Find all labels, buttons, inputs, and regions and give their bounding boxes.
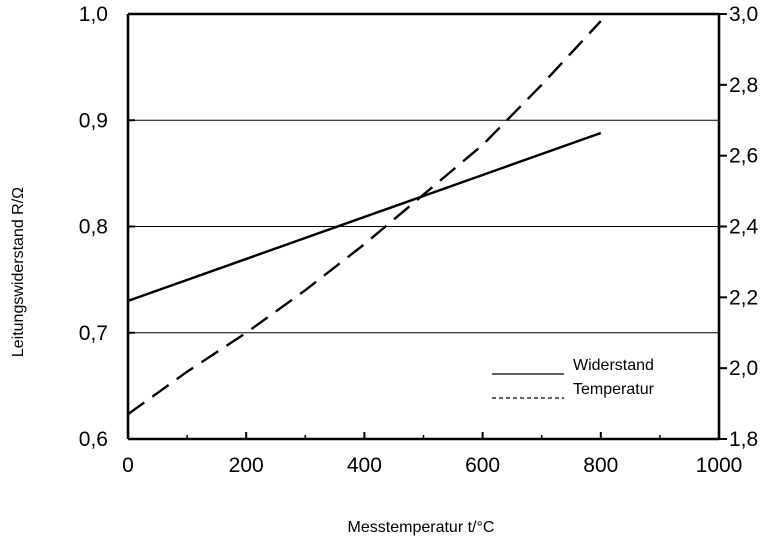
y-right-tick-label: 2,6 bbox=[729, 145, 758, 168]
x-axis-title: Messtemperatur t/°C bbox=[348, 519, 495, 536]
x-tick-label: 400 bbox=[347, 454, 382, 477]
legend-label-temperatur: Temperatur bbox=[573, 381, 655, 398]
grid-lines bbox=[128, 119, 719, 334]
y-left-tick-label: 0,8 bbox=[79, 216, 108, 239]
legend: Widerstand Temperatur bbox=[492, 357, 655, 399]
y-right-tick-label: 2,0 bbox=[729, 357, 758, 380]
x-tick-label: 600 bbox=[465, 454, 500, 477]
legend-label-widerstand: Widerstand bbox=[573, 357, 654, 374]
series-lines bbox=[127, 20, 602, 416]
y-right-tick-label: 2,4 bbox=[729, 216, 759, 239]
y-right-tick-label: 1,8 bbox=[729, 428, 758, 451]
x-tick-label: 200 bbox=[229, 454, 264, 477]
y-left-tick-label: 0,7 bbox=[79, 322, 108, 345]
series-line-widerstand bbox=[127, 131, 602, 303]
y-left-tick-label: 1,0 bbox=[79, 3, 108, 26]
y-axis-title: Leitungswiderstand R/Ω bbox=[10, 187, 27, 357]
y-left-tick-label: 0,9 bbox=[79, 109, 108, 132]
axis-ticks bbox=[127, 13, 727, 440]
x-tick-label: 0 bbox=[122, 454, 134, 477]
y-right-tick-label: 2,8 bbox=[729, 74, 758, 97]
y-right-tick-label: 2,2 bbox=[729, 286, 758, 309]
x-tick-label: 1000 bbox=[696, 454, 743, 477]
series-line-temperatur bbox=[127, 20, 602, 416]
y-right-tick-label: 3,0 bbox=[729, 3, 758, 26]
y-left-tick-label: 0,6 bbox=[79, 428, 108, 451]
tick-labels: 0 200 400 600 800 1000 0,6 0,7 0,8 0,9 1,0 1,8 2,0 2,… bbox=[79, 3, 759, 477]
x-tick-label: 800 bbox=[583, 454, 618, 477]
